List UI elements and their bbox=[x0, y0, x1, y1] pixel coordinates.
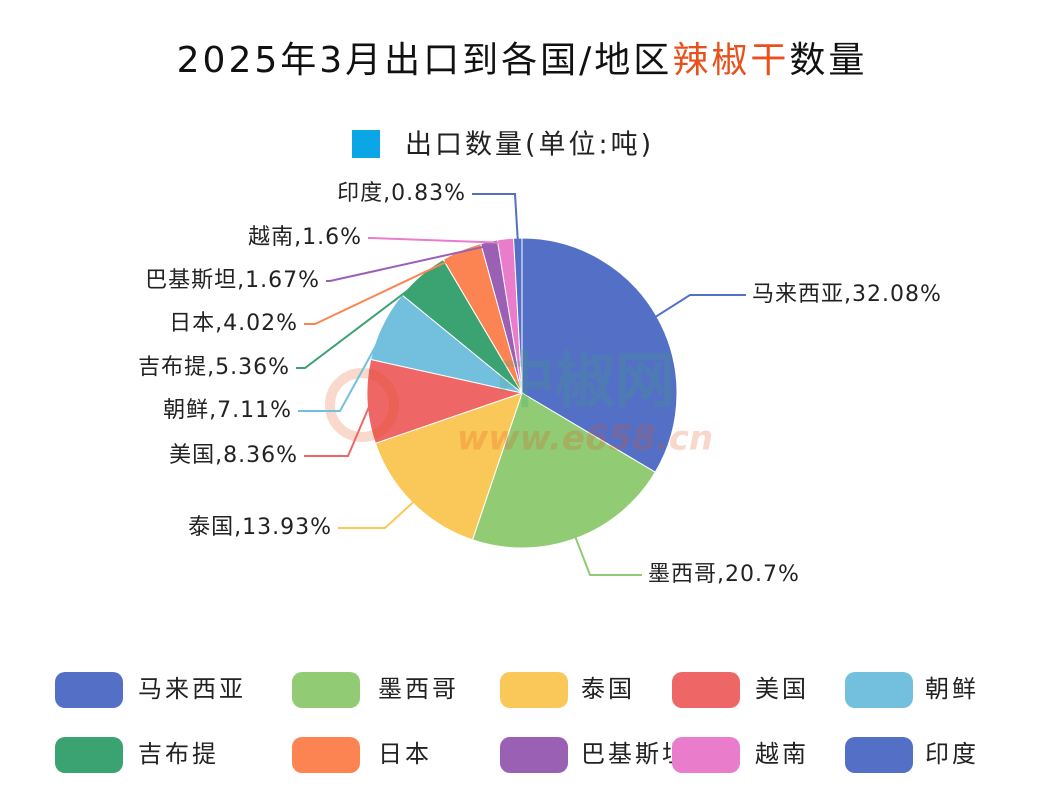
legend-swatch bbox=[55, 737, 123, 773]
data-label: 墨西哥,20.7% bbox=[648, 562, 800, 587]
series-name: 出口数量(单位:吨) bbox=[405, 130, 654, 161]
data-label: 泰国,13.93% bbox=[188, 515, 332, 540]
data-label: 美国,8.36% bbox=[169, 443, 298, 468]
legend-label: 美国 bbox=[755, 675, 809, 703]
data-label: 日本,4.02% bbox=[169, 311, 298, 336]
legend-label: 朝鲜 bbox=[925, 675, 979, 703]
data-label: 马来西亚,32.08% bbox=[752, 282, 942, 307]
leader-line bbox=[304, 253, 464, 325]
title-part: 辣椒干 bbox=[672, 40, 789, 81]
leader-line bbox=[338, 499, 417, 529]
legend-swatch bbox=[672, 737, 740, 773]
title-part: 数量 bbox=[789, 40, 867, 81]
leader-line bbox=[652, 294, 746, 320]
leader-line bbox=[298, 326, 388, 412]
watermark-url: www.e658.cn bbox=[457, 419, 713, 459]
series-swatch bbox=[352, 130, 380, 158]
labels: 马来西亚,32.08% 墨西哥,20.7% 泰国,13.93% 美国,8.36% 朝鲜,… bbox=[138, 181, 942, 587]
pie bbox=[366, 237, 678, 549]
legend-label: 马来西亚 bbox=[138, 675, 246, 703]
data-label: 印度,0.83% bbox=[337, 181, 466, 206]
legend-swatch bbox=[55, 672, 123, 708]
data-label: 越南,1.6% bbox=[248, 225, 362, 250]
watermark: 中椒网 www.e658.cn bbox=[325, 347, 713, 459]
legend-label: 泰国 bbox=[581, 675, 635, 703]
legend-swatch bbox=[845, 737, 913, 773]
leader-line bbox=[472, 193, 519, 243]
leader-line bbox=[326, 244, 491, 282]
data-label: 巴基斯坦,1.67% bbox=[145, 268, 320, 293]
legend-swatch bbox=[292, 737, 360, 773]
title-part: 2025年3月出口到各国/地区 bbox=[177, 40, 673, 81]
legend-swatch bbox=[845, 672, 913, 708]
leader-line bbox=[296, 277, 425, 369]
legend-swatch bbox=[500, 737, 568, 773]
data-label: 朝鲜,7.11% bbox=[163, 398, 292, 423]
data-label: 吉布提,5.36% bbox=[138, 355, 290, 380]
legend-label: 日本 bbox=[378, 740, 432, 768]
legend-label: 巴基斯坦 bbox=[581, 740, 689, 768]
chart-title: 2025年3月出口到各国/地区辣椒干数量 bbox=[177, 40, 868, 81]
leader-line bbox=[368, 237, 506, 244]
legend-label: 墨西哥 bbox=[378, 675, 459, 703]
leader-line bbox=[573, 534, 642, 576]
legend-swatch bbox=[500, 672, 568, 708]
legend-label: 越南 bbox=[755, 740, 809, 768]
legend-label: 吉布提 bbox=[138, 740, 219, 768]
legend-label: 印度 bbox=[925, 740, 979, 768]
legend-swatch bbox=[672, 672, 740, 708]
pie-slice bbox=[366, 358, 524, 444]
legend-swatch bbox=[292, 672, 360, 708]
leader-line bbox=[304, 401, 373, 457]
watermark-text: 中椒网 bbox=[495, 347, 675, 417]
